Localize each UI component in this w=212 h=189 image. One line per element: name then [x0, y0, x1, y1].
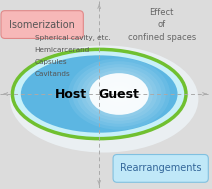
FancyBboxPatch shape	[1, 11, 83, 38]
Ellipse shape	[85, 70, 153, 118]
Text: Rearrangements: Rearrangements	[120, 163, 201, 173]
Ellipse shape	[110, 88, 128, 100]
Ellipse shape	[81, 67, 157, 121]
Ellipse shape	[72, 61, 166, 127]
Ellipse shape	[115, 91, 123, 97]
Ellipse shape	[89, 73, 149, 115]
Ellipse shape	[106, 85, 132, 103]
Text: Host: Host	[55, 88, 88, 101]
Text: Guest: Guest	[99, 88, 139, 101]
Ellipse shape	[10, 45, 198, 153]
Ellipse shape	[102, 82, 136, 106]
Text: Spherical cavity, etc.: Spherical cavity, etc.	[35, 36, 110, 41]
Ellipse shape	[68, 58, 170, 130]
Text: Cavitands: Cavitands	[35, 71, 70, 77]
Text: Effect
of
confined spaces: Effect of confined spaces	[128, 8, 196, 42]
Ellipse shape	[21, 55, 177, 133]
Text: Capsules: Capsules	[35, 59, 67, 65]
Ellipse shape	[98, 79, 140, 109]
Text: Hemicarcerand: Hemicarcerand	[35, 47, 90, 53]
Ellipse shape	[77, 64, 162, 124]
Ellipse shape	[89, 73, 149, 115]
Text: Isomerization: Isomerization	[9, 20, 75, 29]
Ellipse shape	[93, 76, 145, 112]
FancyBboxPatch shape	[113, 155, 208, 182]
Ellipse shape	[12, 49, 186, 139]
